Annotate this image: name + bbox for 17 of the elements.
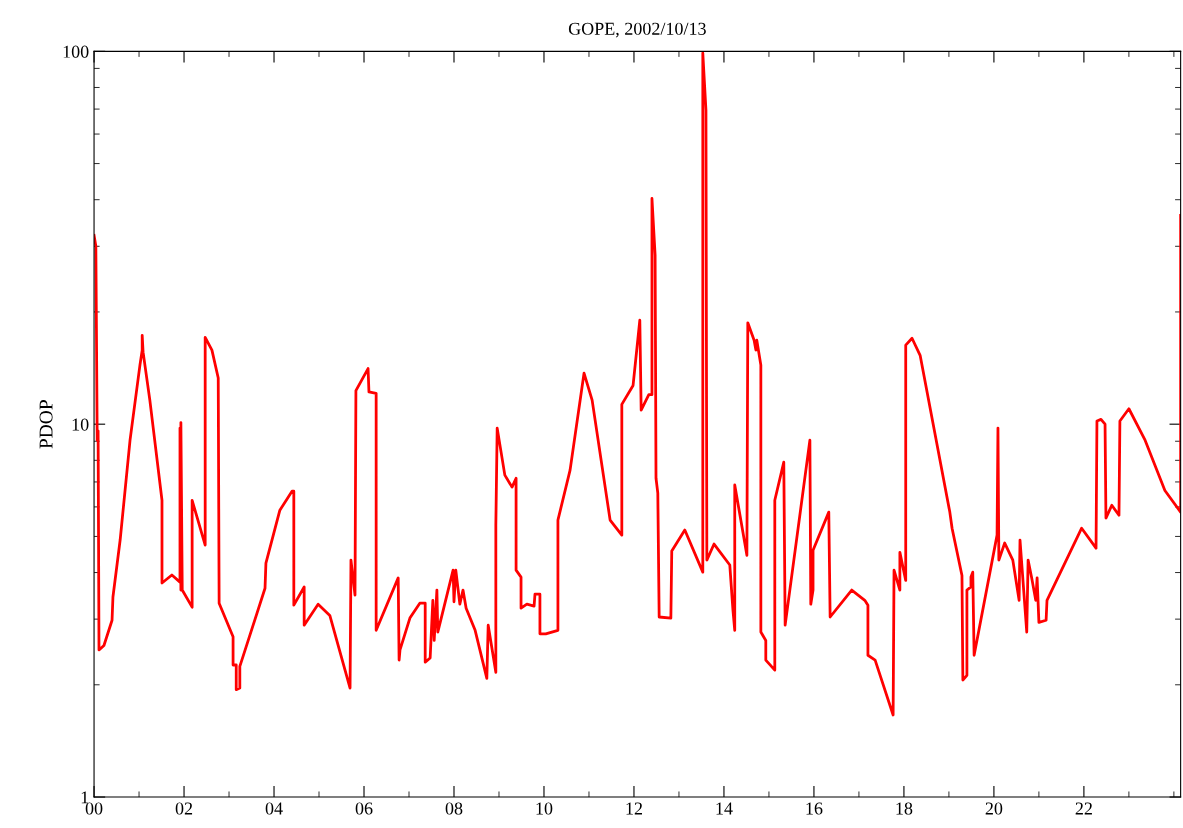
x-tick-label: 14 bbox=[716, 802, 733, 815]
x-tick-label: 12 bbox=[626, 802, 642, 815]
x-tick-label: 00 bbox=[85, 802, 103, 815]
chart-title: GOPE, 2002/10/13 bbox=[568, 22, 706, 38]
x-tick-label: 02 bbox=[175, 802, 193, 815]
x-tick-label: 06 bbox=[355, 802, 373, 815]
x-tick-label: 22 bbox=[1075, 802, 1092, 815]
y-tick-label: 1 bbox=[81, 791, 89, 804]
x-tick-label: 20 bbox=[985, 802, 1003, 815]
x-tick-label: 10 bbox=[536, 802, 553, 815]
x-tick-label: 18 bbox=[896, 802, 913, 815]
x-tick-label: 16 bbox=[806, 802, 823, 815]
y-tick-label: 10 bbox=[72, 418, 89, 431]
y-tick-label: 100 bbox=[63, 45, 89, 58]
x-tick-label: 04 bbox=[265, 802, 283, 815]
x-tick-label: 08 bbox=[445, 802, 463, 815]
y-axis-title: PDOP bbox=[39, 400, 53, 449]
